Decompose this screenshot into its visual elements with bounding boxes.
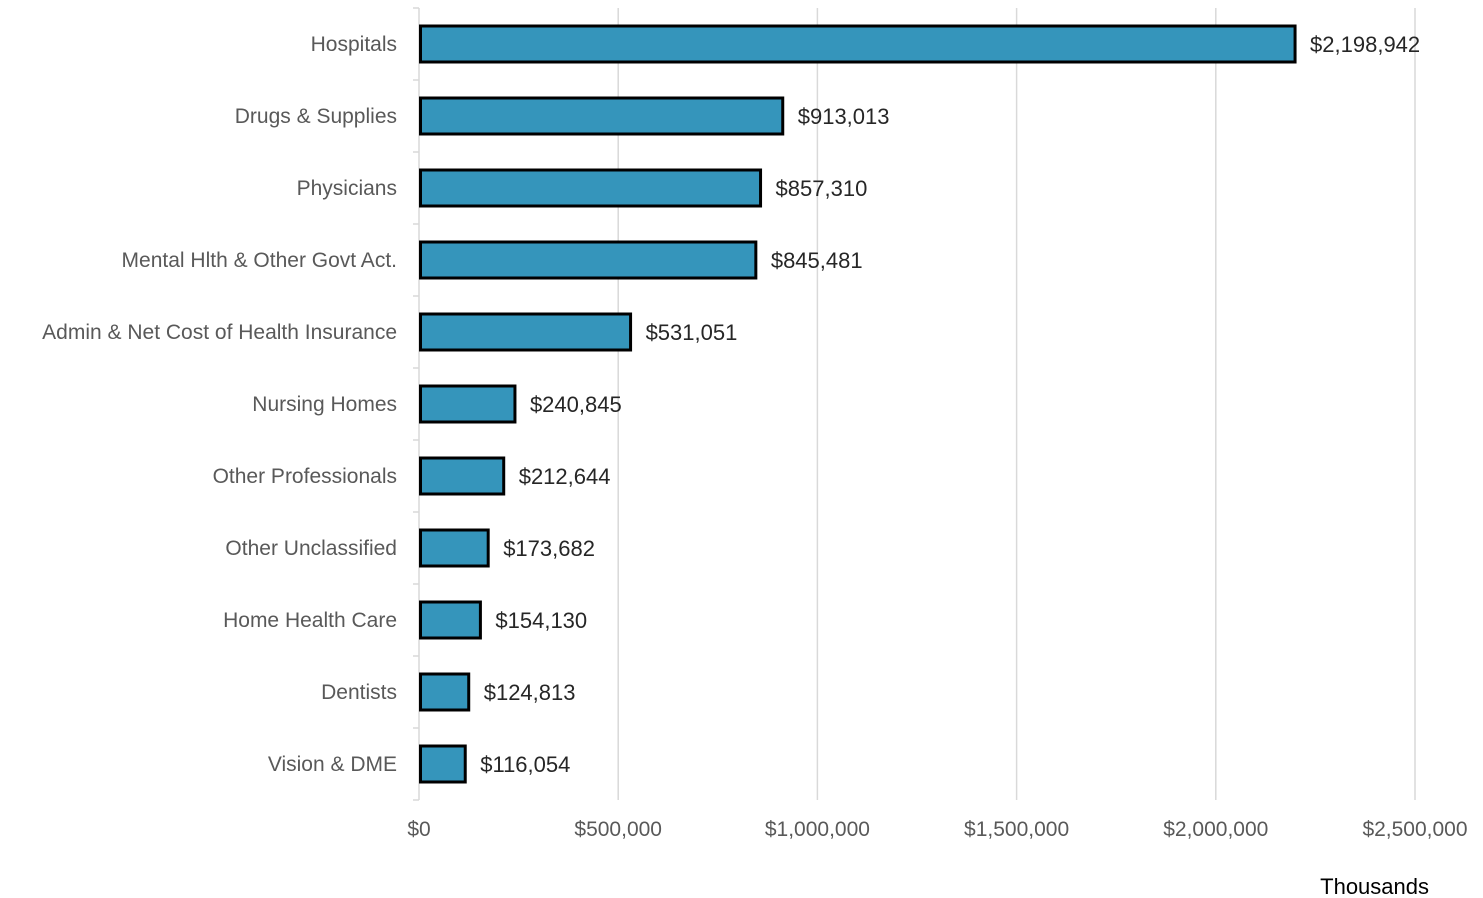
data-label: $857,310 <box>776 176 868 201</box>
category-label: Home Health Care <box>223 609 397 632</box>
x-axis-unit-label: Thousands <box>1320 874 1429 898</box>
category-label: Other Unclassified <box>225 537 397 560</box>
category-label: Other Professionals <box>213 465 397 488</box>
data-label: $212,644 <box>519 464 611 489</box>
bar <box>419 600 482 640</box>
data-label: $913,013 <box>798 104 890 129</box>
category-label: Nursing Homes <box>252 393 397 416</box>
data-label: $2,198,942 <box>1310 32 1420 57</box>
category-label: Admin & Net Cost of Health Insurance <box>42 321 397 344</box>
bar <box>419 456 506 496</box>
category-labels: Hospitals Drugs & Supplies Physicians Menta… <box>42 33 397 776</box>
category-label: Dentists <box>321 681 397 704</box>
x-tick-label: $1,500,000 <box>964 818 1069 841</box>
data-label: $531,051 <box>646 320 738 345</box>
data-label: $154,130 <box>495 608 587 633</box>
gridlines <box>617 8 1416 800</box>
bar <box>419 240 758 280</box>
category-label: Vision & DME <box>268 753 397 776</box>
x-tick-label: $500,000 <box>574 818 662 841</box>
category-label: Physicians <box>297 177 397 200</box>
data-label: $124,813 <box>484 680 576 705</box>
x-tick-labels: $0 $500,000 $1,000,000 $1,500,000 $2,000,000… <box>407 818 1467 841</box>
bar <box>419 312 633 352</box>
category-axis <box>413 7 420 801</box>
category-label: Drugs & Supplies <box>235 105 397 128</box>
data-labels: $2,198,942 $913,013 $857,310 $845,481 $531,0… <box>480 32 1420 777</box>
bars <box>419 24 1297 784</box>
data-label: $240,845 <box>530 392 622 417</box>
x-tick-label: $2,500,000 <box>1362 818 1467 841</box>
data-label: $116,054 <box>480 752 570 777</box>
bar <box>419 528 490 568</box>
data-label: $173,682 <box>503 536 595 561</box>
bar <box>419 96 785 136</box>
category-label: Mental Hlth & Other Govt Act. <box>122 249 397 272</box>
bar <box>419 384 517 424</box>
x-tick-label: $2,000,000 <box>1163 818 1268 841</box>
bar <box>419 24 1297 64</box>
data-label: $845,481 <box>771 248 863 273</box>
x-tick-label: $0 <box>407 818 430 841</box>
category-label: Hospitals <box>311 33 397 56</box>
x-tick-label: $1,000,000 <box>765 818 870 841</box>
bar <box>419 744 467 784</box>
bar <box>419 168 763 208</box>
bar <box>419 672 471 712</box>
